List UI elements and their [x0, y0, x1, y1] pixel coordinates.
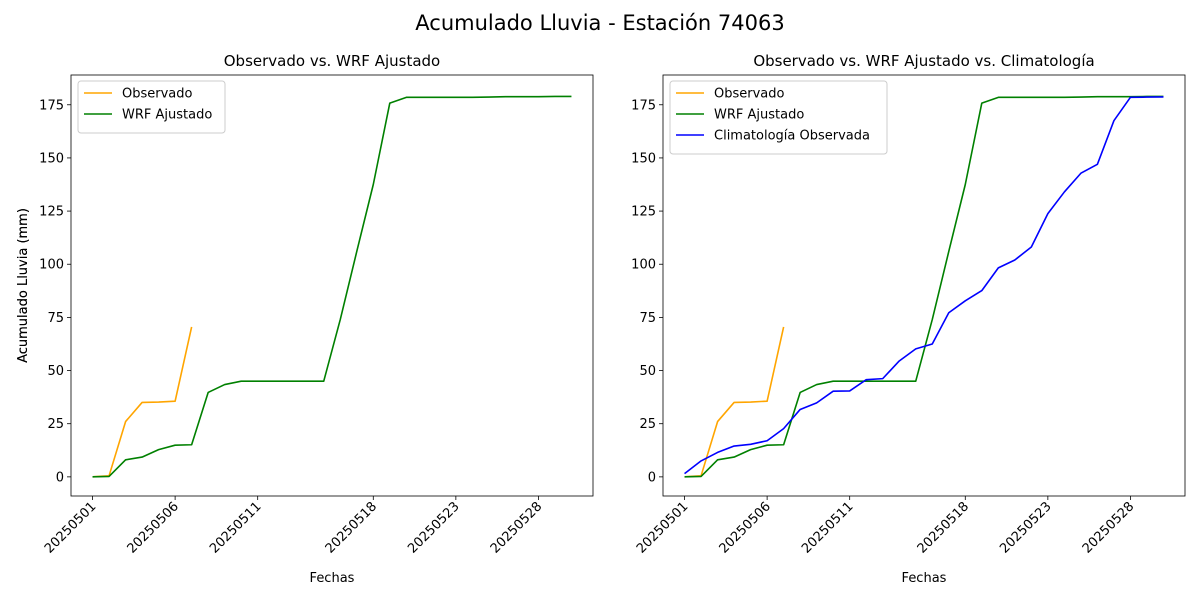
x-tick-label: 20250501	[634, 499, 691, 556]
left-chart-panel: 0 25 50 75 100 125 150 175 20250501 20250506 20250…	[16, 52, 594, 586]
y-tick-label: 125	[631, 205, 656, 220]
chart-title: Observado vs. WRF Ajustado	[224, 52, 440, 70]
y-tick-label: 175	[631, 98, 656, 113]
y-tick-label: 25	[47, 417, 64, 432]
y-tick-label: 100	[631, 258, 656, 273]
axes-frame	[70, 74, 594, 497]
figure-suptitle: Acumulado Lluvia - Estación 74063	[415, 11, 784, 35]
y-tick-label: 50	[47, 364, 64, 379]
x-tick-label: 20250518	[323, 499, 380, 556]
y-tick-label: 150	[39, 151, 64, 166]
x-axis-label: Fechas	[902, 571, 947, 586]
y-axis-label: Acumulado Lluvia (mm)	[16, 208, 31, 363]
y-tick-label: 125	[39, 205, 64, 220]
x-tick-label: 20250518	[915, 499, 972, 556]
series-line-observado	[684, 326, 785, 478]
x-tick-label: 20250523	[405, 499, 462, 556]
y-tick-label: 75	[47, 311, 64, 326]
y-tick-label: 25	[639, 417, 656, 432]
series-line-climatolog-a-observada	[684, 96, 1164, 475]
legend-box	[669, 80, 888, 155]
x-tick-label: 20250528	[1080, 499, 1137, 556]
legend-label: WRF Ajustado	[714, 108, 804, 123]
axes-frame	[662, 74, 1186, 497]
y-tick-label: 0	[648, 470, 656, 485]
x-tick-label: 20250501	[42, 499, 99, 556]
x-tick-label: 20250511	[799, 499, 856, 556]
series-line-wrf-ajustado	[684, 95, 1164, 478]
x-tick-label: 20250506	[717, 499, 774, 556]
legend-label: WRF Ajustado	[122, 108, 212, 123]
y-tick-label: 50	[639, 364, 656, 379]
y-axis-label: Acumulado Lluvia (mm)	[16, 208, 31, 363]
y-tick-label: 175	[39, 98, 64, 113]
x-tick-label: 20250523	[997, 499, 1054, 556]
series-line-observado	[92, 326, 193, 478]
y-tick-label: 0	[56, 470, 64, 485]
y-tick-label: 150	[631, 151, 656, 166]
x-tick-label: 20250511	[207, 499, 264, 556]
series-line-wrf-ajustado	[92, 95, 572, 478]
legend-label: Observado	[122, 87, 193, 102]
x-axis-label: Fechas	[310, 571, 355, 586]
legend-box	[77, 80, 226, 134]
y-tick-label: 100	[39, 258, 64, 273]
y-tick-label: 75	[639, 311, 656, 326]
legend-label: Climatología Observada	[714, 129, 870, 144]
legend-label: Observado	[714, 87, 785, 102]
x-tick-label: 20250506	[125, 499, 182, 556]
x-tick-label: 20250528	[488, 499, 545, 556]
chart-title: Observado vs. WRF Ajustado vs. Climatolo…	[753, 52, 1094, 70]
